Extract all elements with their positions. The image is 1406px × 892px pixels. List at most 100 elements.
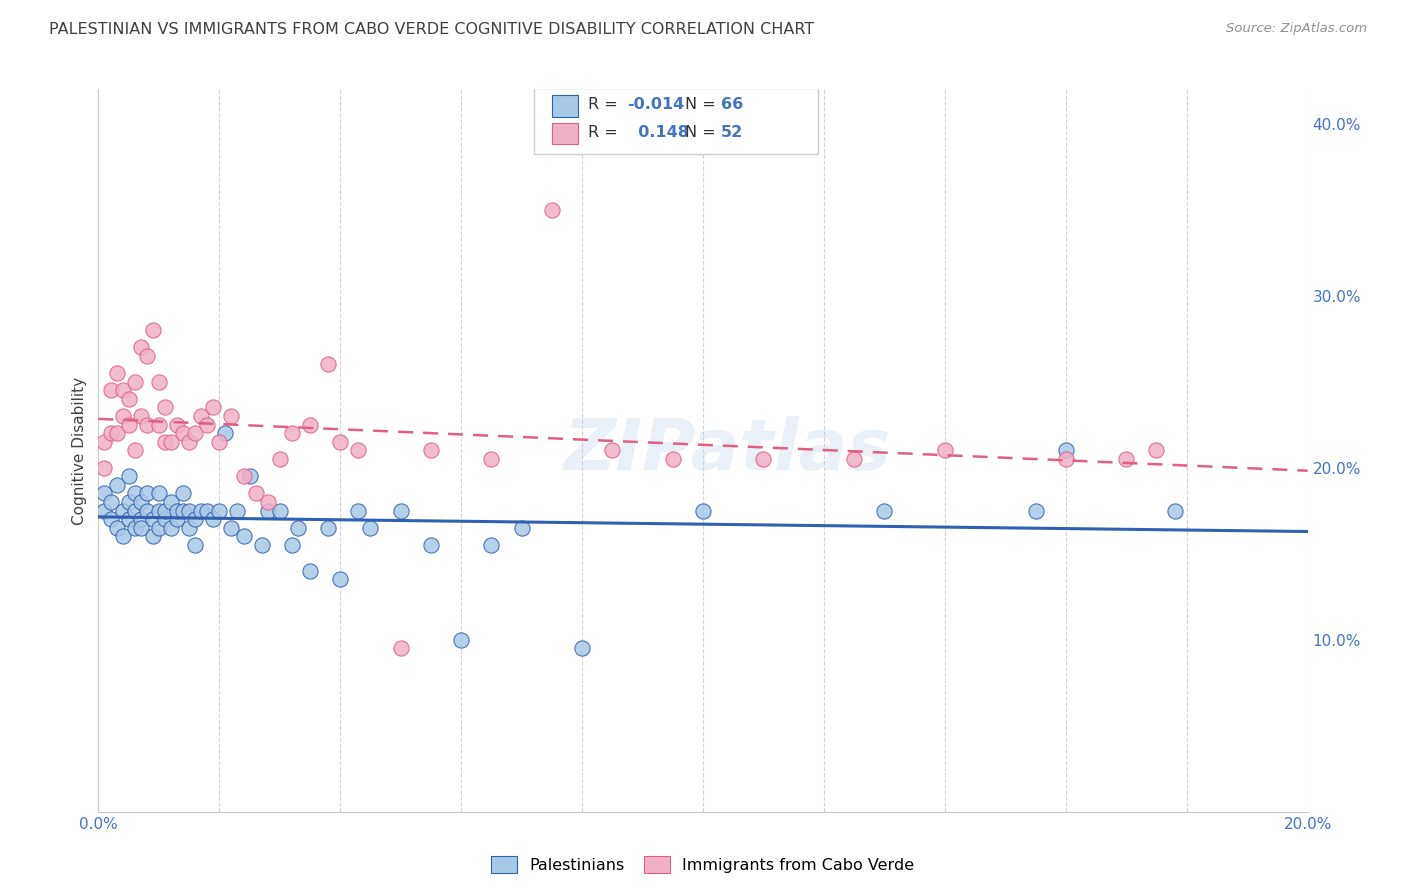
Point: [148, 521, 170, 535]
Point: [124, 443, 146, 458]
Point: [221, 521, 243, 535]
Text: N =: N =: [685, 125, 721, 140]
Point: [148, 375, 170, 389]
Point: [129, 409, 152, 423]
Point: [450, 632, 472, 647]
Point: [540, 202, 562, 217]
Point: [153, 512, 176, 526]
Point: [124, 521, 146, 535]
Point: [202, 512, 225, 526]
FancyBboxPatch shape: [551, 95, 578, 117]
Point: [129, 521, 152, 535]
Text: 52: 52: [721, 125, 744, 140]
Point: [1163, 503, 1185, 517]
Point: [135, 417, 157, 432]
Point: [142, 512, 165, 526]
Point: [135, 503, 157, 517]
FancyBboxPatch shape: [534, 87, 818, 154]
Point: [129, 512, 152, 526]
Point: [844, 452, 866, 467]
Point: [1054, 452, 1077, 467]
Point: [105, 366, 128, 380]
Point: [129, 495, 152, 509]
Point: [184, 538, 207, 552]
Point: [142, 323, 165, 337]
Point: [232, 529, 254, 543]
Point: [105, 521, 128, 535]
Text: PALESTINIAN VS IMMIGRANTS FROM CABO VERDE COGNITIVE DISABILITY CORRELATION CHART: PALESTINIAN VS IMMIGRANTS FROM CABO VERD…: [49, 22, 814, 37]
Point: [245, 486, 267, 500]
Point: [208, 503, 231, 517]
Point: [1054, 443, 1077, 458]
Point: [481, 538, 503, 552]
Point: [93, 460, 115, 475]
Point: [299, 564, 322, 578]
Text: ZIPatlas: ZIPatlas: [564, 416, 891, 485]
Text: N =: N =: [685, 97, 721, 112]
Point: [160, 434, 183, 449]
Point: [172, 426, 194, 441]
FancyBboxPatch shape: [551, 123, 578, 145]
Point: [93, 434, 115, 449]
Point: [105, 426, 128, 441]
Point: [221, 409, 243, 423]
Y-axis label: Cognitive Disability: Cognitive Disability: [72, 376, 87, 524]
Point: [190, 409, 212, 423]
Point: [256, 503, 278, 517]
Point: [118, 417, 141, 432]
Point: [111, 409, 134, 423]
Point: [190, 503, 212, 517]
Point: [111, 503, 134, 517]
Point: [232, 469, 254, 483]
Text: 66: 66: [721, 97, 744, 112]
Point: [329, 434, 352, 449]
Point: [100, 512, 122, 526]
Point: [93, 503, 115, 517]
Point: [214, 426, 236, 441]
Point: [287, 521, 309, 535]
Point: [166, 503, 188, 517]
Text: -0.014: -0.014: [627, 97, 685, 112]
Point: [166, 512, 188, 526]
Text: Source: ZipAtlas.com: Source: ZipAtlas.com: [1226, 22, 1367, 36]
Point: [510, 521, 533, 535]
Point: [316, 358, 339, 372]
Point: [602, 443, 624, 458]
Point: [269, 452, 291, 467]
Point: [250, 538, 273, 552]
Point: [281, 538, 304, 552]
Point: [160, 521, 183, 535]
Point: [571, 641, 593, 656]
Point: [153, 401, 176, 415]
Point: [100, 495, 122, 509]
Point: [226, 503, 249, 517]
Point: [124, 375, 146, 389]
Point: [329, 573, 352, 587]
Point: [389, 641, 412, 656]
Point: [172, 503, 194, 517]
Point: [118, 495, 141, 509]
Point: [118, 512, 141, 526]
Point: [160, 495, 183, 509]
Point: [269, 503, 291, 517]
Point: [347, 503, 370, 517]
Point: [184, 512, 207, 526]
Point: [111, 529, 134, 543]
Point: [111, 384, 134, 398]
Point: [118, 469, 141, 483]
Point: [1144, 443, 1167, 458]
Point: [360, 521, 382, 535]
Point: [148, 486, 170, 500]
Point: [153, 503, 176, 517]
Text: R =: R =: [588, 97, 623, 112]
Point: [135, 349, 157, 363]
Point: [752, 452, 775, 467]
Point: [873, 503, 896, 517]
Point: [208, 434, 231, 449]
Point: [1115, 452, 1137, 467]
Point: [299, 417, 322, 432]
Point: [692, 503, 714, 517]
Point: [179, 503, 201, 517]
Point: [239, 469, 262, 483]
Point: [142, 529, 165, 543]
